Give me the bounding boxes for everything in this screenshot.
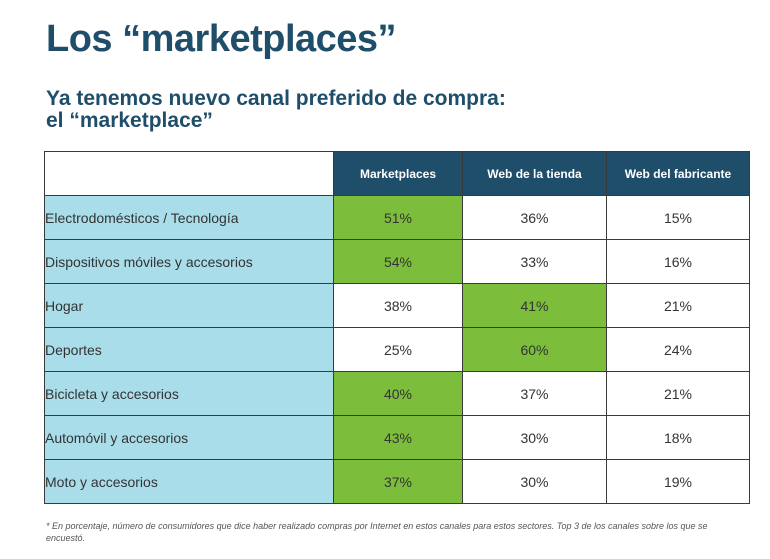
table-row: Moto y accesorios 37% 30% 19% <box>44 459 750 504</box>
table-corner <box>44 151 334 196</box>
value-cell: 30% <box>462 459 607 504</box>
row-label: Dispositivos móviles y accesorios <box>44 239 334 284</box>
table-body: Electrodomésticos / Tecnología 51% 36% 15% D… <box>44 195 750 504</box>
value-cell-highlight: 41% <box>462 283 607 328</box>
column-header-marketplaces: Marketplaces <box>333 151 463 196</box>
subtitle-line-2: el “marketplace” <box>46 109 213 132</box>
table-row: Dispositivos móviles y accesorios 54% 33% 1… <box>44 239 750 284</box>
table-header-row: Marketplaces Web de la tienda Web del fa… <box>44 151 750 196</box>
value-cell: 16% <box>606 239 750 284</box>
value-cell-highlight: 37% <box>333 459 463 504</box>
page-title: Los “marketplaces” <box>46 18 397 60</box>
column-header-web-fabricante: Web del fabricante <box>606 151 750 196</box>
value-cell: 24% <box>606 327 750 372</box>
table-row: Hogar 38% 41% 21% <box>44 283 750 328</box>
value-cell-highlight: 60% <box>462 327 607 372</box>
row-label: Automóvil y accesorios <box>44 415 334 460</box>
value-cell-highlight: 43% <box>333 415 463 460</box>
value-cell: 33% <box>462 239 607 284</box>
row-label: Moto y accesorios <box>44 459 334 504</box>
row-label: Bicicleta y accesorios <box>44 371 334 416</box>
row-label: Electrodomésticos / Tecnología <box>44 195 334 240</box>
row-label: Hogar <box>44 283 334 328</box>
value-cell-highlight: 51% <box>333 195 463 240</box>
table-row: Electrodomésticos / Tecnología 51% 36% 15% <box>44 195 750 240</box>
value-cell-highlight: 40% <box>333 371 463 416</box>
subtitle-line-1: Ya tenemos nuevo canal preferido de comp… <box>46 87 506 110</box>
value-cell: 30% <box>462 415 607 460</box>
value-cell: 38% <box>333 283 463 328</box>
value-cell: 21% <box>606 283 750 328</box>
value-cell: 37% <box>462 371 607 416</box>
value-cell: 21% <box>606 371 750 416</box>
channel-preference-table: Marketplaces Web de la tienda Web del fa… <box>44 151 750 504</box>
row-label: Deportes <box>44 327 334 372</box>
footnote: * En porcentaje, número de consumidores … <box>46 521 708 543</box>
value-cell: 18% <box>606 415 750 460</box>
table-row: Automóvil y accesorios 43% 30% 18% <box>44 415 750 460</box>
column-header-web-tienda: Web de la tienda <box>462 151 607 196</box>
value-cell: 19% <box>606 459 750 504</box>
page-subtitle: Ya tenemos nuevo canal preferido de comp… <box>46 88 646 132</box>
value-cell: 15% <box>606 195 750 240</box>
table-row: Bicicleta y accesorios 40% 37% 21% <box>44 371 750 416</box>
value-cell: 25% <box>333 327 463 372</box>
value-cell-highlight: 54% <box>333 239 463 284</box>
value-cell: 36% <box>462 195 607 240</box>
table-row: Deportes 25% 60% 24% <box>44 327 750 372</box>
